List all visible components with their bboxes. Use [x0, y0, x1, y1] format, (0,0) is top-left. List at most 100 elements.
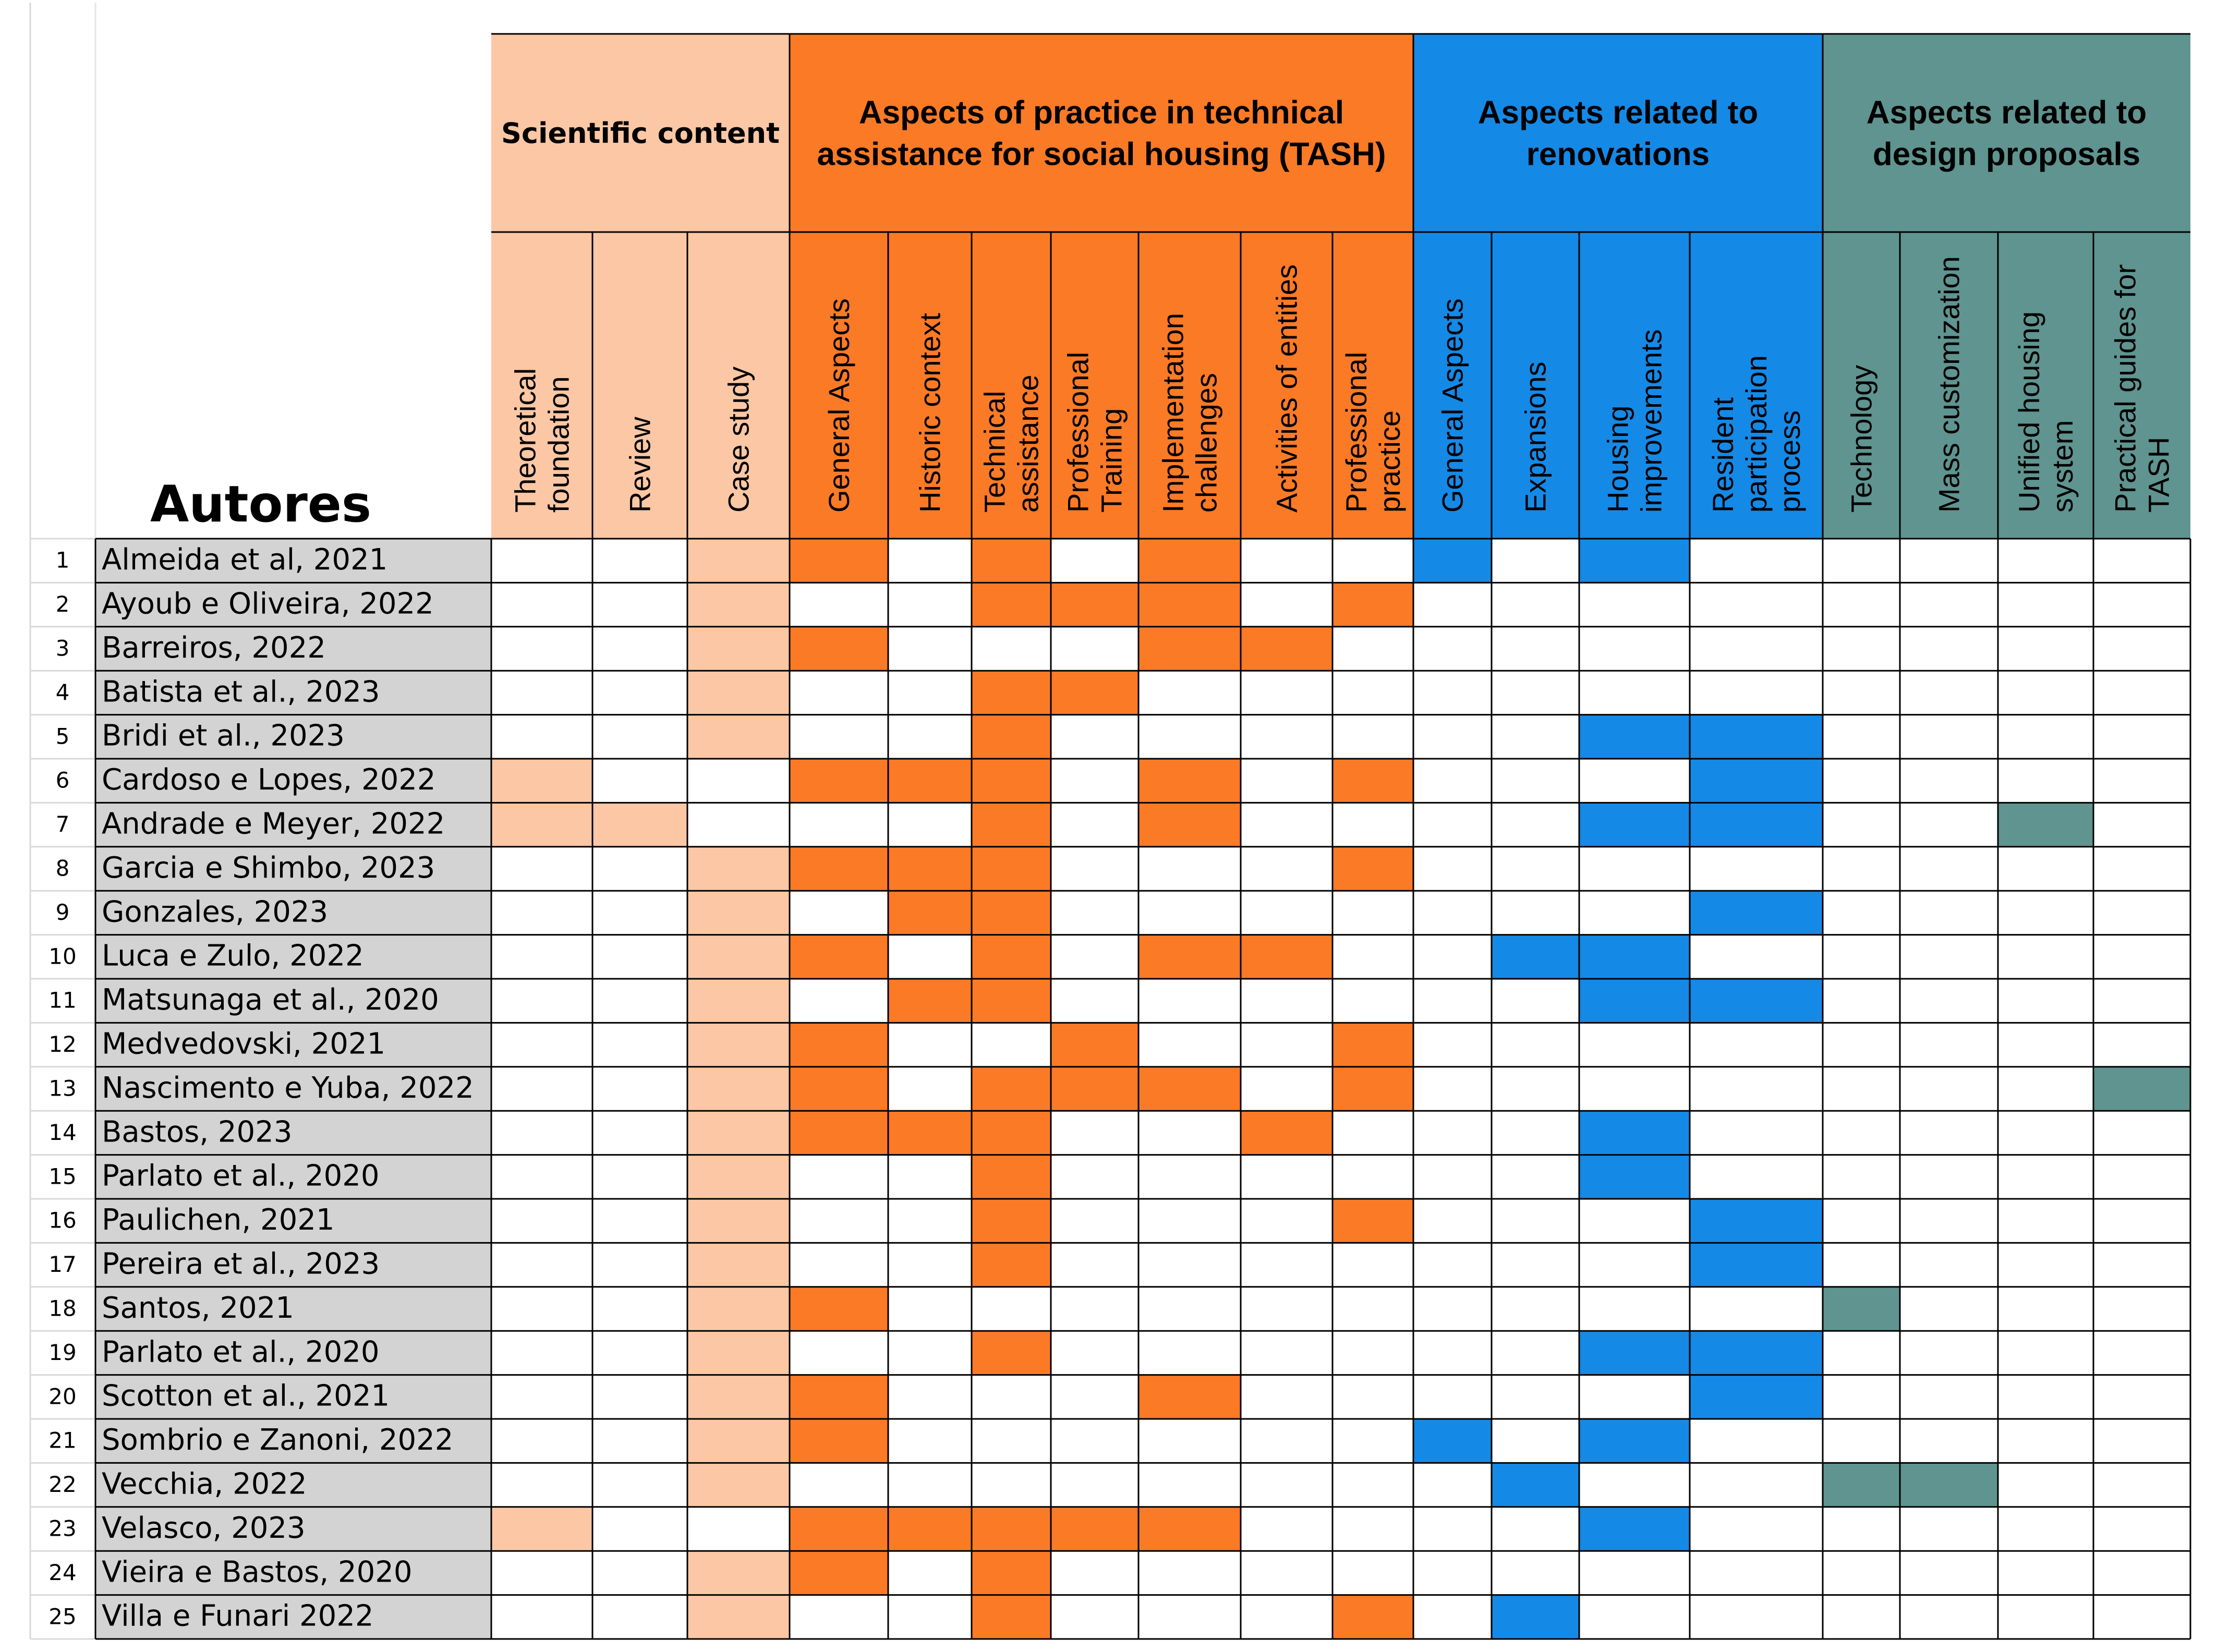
row-number: 14	[49, 1120, 76, 1145]
column-title: process	[1773, 410, 1806, 513]
mark-cell	[1241, 934, 1332, 979]
author-name: Gonzales, 2023	[102, 895, 328, 929]
mark-cell	[1579, 1111, 1690, 1155]
author-cell-bg	[95, 1463, 491, 1507]
mark-cell	[1579, 1331, 1690, 1375]
mark-cell	[687, 1111, 790, 1155]
mark-cell	[687, 539, 790, 583]
column-title: Housing	[1602, 406, 1634, 513]
mark-cell	[687, 846, 790, 891]
mark-cell	[1138, 934, 1241, 979]
author-cell-bg	[95, 891, 491, 935]
mark-cell	[687, 671, 790, 715]
column-title: Review	[624, 417, 657, 513]
row-number: 5	[56, 723, 70, 749]
author-name: Ayoub e Oliveira, 2022	[102, 587, 434, 621]
author-name: Vecchia, 2022	[102, 1467, 307, 1501]
mark-cell	[790, 1066, 888, 1111]
mark-cell	[1823, 1463, 1900, 1507]
mark-cell	[790, 1375, 888, 1419]
mark-cell	[790, 1507, 888, 1551]
row-number: 19	[49, 1340, 76, 1365]
author-cell-bg	[95, 1066, 491, 1111]
group-title-scientific: Scientific content	[501, 117, 780, 150]
mark-cell	[972, 582, 1051, 627]
author-cell-bg	[95, 1419, 491, 1463]
column-title: Unified housing	[2013, 311, 2045, 513]
author-name: Pereira et al., 2023	[102, 1247, 380, 1281]
mark-cell	[1332, 759, 1413, 803]
author-cell-bg	[95, 803, 491, 847]
mark-cell	[1413, 1419, 1492, 1463]
author-name: Luca e Zulo, 2022	[102, 939, 364, 973]
mark-cell	[972, 1155, 1051, 1199]
mark-cell	[790, 1023, 888, 1067]
column-title: General Aspects	[822, 298, 855, 513]
group-title-tash: Aspects of practice in technical	[859, 95, 1344, 131]
mark-cell	[888, 979, 972, 1023]
row-number: 2	[56, 591, 70, 617]
author-cell-bg	[95, 671, 491, 715]
author-name: Cardoso e Lopes, 2022	[102, 763, 436, 797]
mark-cell	[972, 1199, 1051, 1243]
mark-cell	[1051, 582, 1138, 627]
author-cell-bg	[95, 1286, 491, 1331]
mark-cell	[972, 1331, 1051, 1375]
mark-cell	[687, 1066, 790, 1111]
mark-cell	[1413, 539, 1492, 583]
mark-cell	[687, 1463, 790, 1507]
mark-cell	[1332, 1199, 1413, 1243]
mark-cell	[687, 979, 790, 1023]
author-cell-bg	[95, 1155, 491, 1199]
row-number: 6	[56, 768, 70, 793]
column-title: system	[2046, 420, 2079, 513]
column-title: practice	[1373, 410, 1406, 513]
author-cell-bg	[95, 1507, 491, 1551]
mark-cell	[972, 1243, 1051, 1287]
row-number: 8	[56, 856, 70, 881]
author-cell-bg	[95, 1595, 491, 1639]
row-number: 10	[49, 943, 76, 969]
mark-cell	[888, 1507, 972, 1551]
column-title: TASH	[2142, 437, 2175, 513]
mark-cell	[491, 759, 592, 803]
mark-cell	[1332, 846, 1413, 891]
author-name: Sombrio e Zanoni, 2022	[102, 1423, 453, 1457]
mark-cell	[972, 979, 1051, 1023]
mark-cell	[972, 759, 1051, 803]
mark-cell	[1138, 1507, 1241, 1551]
column-title: assistance	[1012, 374, 1045, 513]
column-title: participation	[1740, 355, 1773, 513]
mark-cell	[1241, 626, 1332, 671]
mark-cell	[491, 1507, 592, 1551]
author-name: Andrade e Meyer, 2022	[102, 807, 445, 841]
mark-cell	[790, 1111, 888, 1155]
mark-cell	[790, 759, 888, 803]
mark-cell	[687, 1419, 790, 1463]
author-name: Nascimento e Yuba, 2022	[102, 1071, 474, 1105]
column-title: foundation	[542, 376, 575, 513]
mark-cell	[1492, 1595, 1579, 1639]
mark-cell	[687, 1551, 790, 1595]
mark-cell	[888, 891, 972, 935]
column-title: Activities of entities	[1270, 264, 1303, 513]
mark-cell	[790, 1419, 888, 1463]
column-title: Expansions	[1519, 361, 1552, 513]
author-name: Bridi et al., 2023	[102, 719, 345, 753]
author-name: Paulichen, 2021	[102, 1203, 335, 1237]
author-cell-bg	[95, 1111, 491, 1155]
author-name: Scotton et al., 2021	[102, 1379, 390, 1413]
mark-cell	[1690, 759, 1823, 803]
column-title: challenges	[1190, 373, 1223, 513]
mark-cell	[1051, 1507, 1138, 1551]
group-title-design: Aspects related to	[1867, 95, 2147, 131]
column-title: Historic context	[914, 313, 947, 513]
author-name: Garcia e Shimbo, 2023	[102, 851, 435, 885]
author-cell-bg	[95, 1331, 491, 1375]
author-name: Matsunaga et al., 2020	[102, 983, 439, 1017]
mark-cell	[972, 846, 1051, 891]
mark-cell	[1690, 803, 1823, 847]
row-number: 22	[49, 1472, 76, 1497]
mark-cell	[972, 714, 1051, 759]
